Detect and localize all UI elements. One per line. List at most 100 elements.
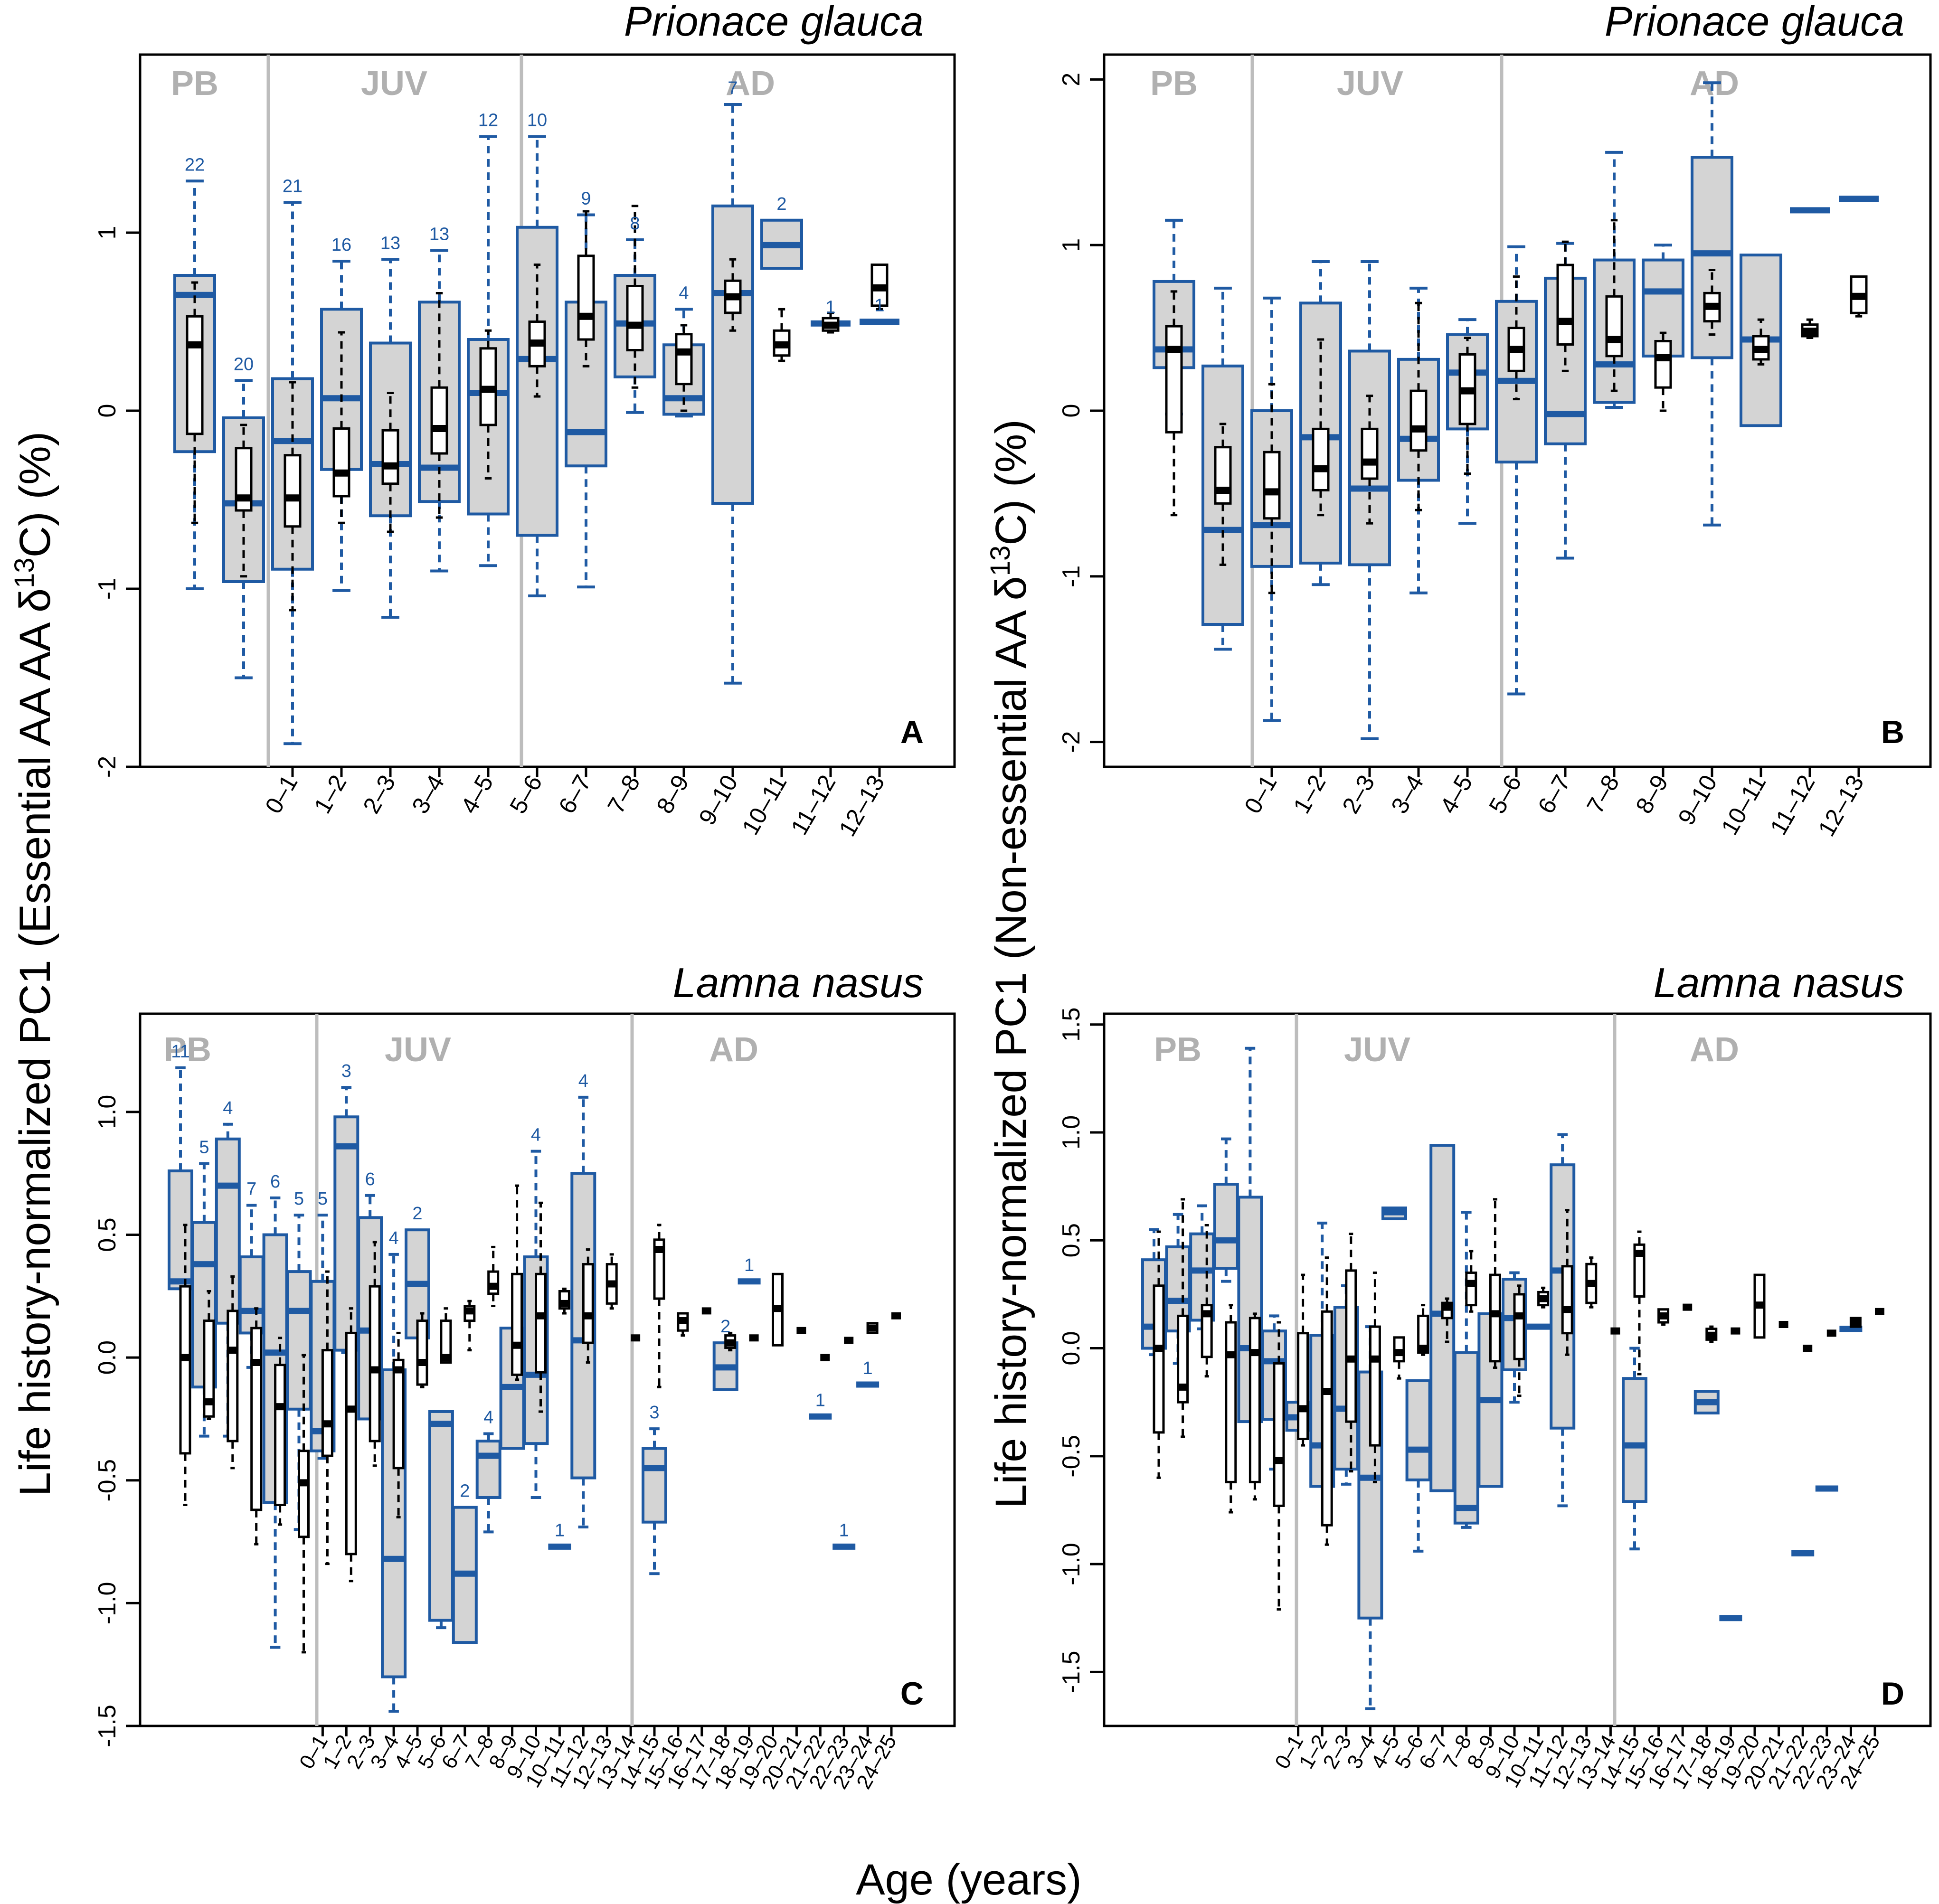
box-black-6–7 xyxy=(1441,1297,1453,1343)
panel-d: PB JUV AD Lamna nasus D -1.5 -1.0 -0.5 0.0 0.5 1.0… xyxy=(1058,959,1932,1793)
x-tick-label: 9–10 xyxy=(1673,771,1722,829)
panel-title: Prionace glauca xyxy=(624,0,924,45)
box-blue-17–18 xyxy=(1693,1390,1720,1414)
box-black-8–9 xyxy=(1489,1198,1501,1369)
sample-count: 11 xyxy=(171,1042,189,1062)
sample-count: 7 xyxy=(728,78,738,98)
sample-count: 5 xyxy=(318,1189,328,1209)
box-black-PB6-body xyxy=(1273,1362,1285,1507)
y-tick-label: 1.5 xyxy=(1058,1008,1085,1042)
region-label-pb: PB xyxy=(171,65,218,103)
box-black-0–1 xyxy=(1263,383,1281,594)
sample-count: 10 xyxy=(527,111,547,131)
sample-count: 3 xyxy=(649,1403,659,1423)
box-black-4–5 xyxy=(416,1312,428,1388)
y-tick-label: 1 xyxy=(94,226,121,240)
box-black-7–8-body xyxy=(626,285,644,351)
box-black-PB5-body xyxy=(1249,1317,1261,1483)
box-black-8–9-body xyxy=(1654,339,1672,389)
box-blue-7–8 xyxy=(475,1432,501,1534)
sample-count: 8 xyxy=(630,214,640,234)
sample-count: 21 xyxy=(283,176,303,196)
box-blue-1–2 xyxy=(333,1086,359,1354)
box-black-PB2 xyxy=(235,424,253,578)
x-tick-label: 8–9 xyxy=(651,771,694,818)
box-black-PB1-body xyxy=(1165,325,1183,434)
box-black-3–4-body xyxy=(1409,389,1428,452)
box-black-0–1-body xyxy=(1297,1332,1309,1440)
x-tick-label: 5–6 xyxy=(1484,771,1526,818)
box-black-1–2-body xyxy=(332,427,350,498)
box-blue-14–15-body xyxy=(1622,1377,1647,1503)
box-black-4–5 xyxy=(1393,1336,1405,1380)
sample-count: 1 xyxy=(815,1390,825,1410)
x-tick-label: 11–12 xyxy=(785,771,841,839)
box-black-2–3 xyxy=(1345,1233,1357,1473)
box-blue-9–10 xyxy=(711,103,754,685)
box-black-3–4 xyxy=(430,292,448,519)
y-tick-label: -1.0 xyxy=(1058,1543,1085,1585)
box-black-4–5 xyxy=(479,329,497,480)
box-blue-1–2-body xyxy=(333,1115,359,1352)
box-black-PB3 xyxy=(1201,1224,1213,1378)
box-blue-14–15 xyxy=(1622,1347,1647,1551)
box-blue-4–5 xyxy=(1381,1206,1407,1220)
box-blue-PB6-body xyxy=(286,1270,312,1411)
y-tick-label: -2 xyxy=(1058,731,1085,753)
y-tick-label: -1.5 xyxy=(1058,1651,1085,1694)
box-black-7–8-body xyxy=(1465,1271,1477,1307)
box-black-11–12-body xyxy=(1561,1265,1573,1335)
x-tick-label: 10–11 xyxy=(737,771,792,839)
sample-count: 13 xyxy=(429,225,449,245)
panel-title: Lamna nasus xyxy=(673,959,924,1006)
box-black-8–9-body xyxy=(675,333,693,386)
y-tick-label: 1 xyxy=(1058,238,1085,252)
y-tick-label: 2 xyxy=(1058,73,1085,86)
x-tick-label: 4–5 xyxy=(1435,771,1477,818)
box-blue-17–18 xyxy=(712,1341,738,1391)
box-black-9–10-body xyxy=(535,1272,547,1374)
box-blue-PB1 xyxy=(168,1066,193,1291)
box-blue-7–8-body xyxy=(475,1440,501,1499)
sample-count: 4 xyxy=(679,283,689,303)
box-black-9–10 xyxy=(535,1201,547,1413)
y-tick-label: -2 xyxy=(94,756,121,778)
x-tick-label: 1–2 xyxy=(309,771,351,818)
box-black-19–20 xyxy=(772,1272,784,1347)
region-label-juv: JUV xyxy=(385,1031,451,1069)
box-black-PB2 xyxy=(1177,1198,1189,1438)
box-black-14–15 xyxy=(1633,1230,1646,1376)
sample-count: 1 xyxy=(744,1255,754,1275)
sample-count: 4 xyxy=(578,1071,588,1091)
sample-count: 2 xyxy=(460,1481,470,1501)
box-black-PB2 xyxy=(1214,423,1232,566)
box-blue-PB4 xyxy=(1213,1137,1239,1283)
x-tick-label: 5–6 xyxy=(504,771,547,818)
box-blue-5–6 xyxy=(428,1410,454,1630)
box-black-2–3-body xyxy=(1345,1269,1357,1423)
box-blue-7–8-body xyxy=(1453,1351,1479,1525)
region-label-ad: AD xyxy=(1690,1031,1739,1069)
sample-count: 9 xyxy=(581,189,591,209)
sample-count: 7 xyxy=(246,1179,256,1199)
y-tick-label: -0.5 xyxy=(1058,1435,1085,1478)
box-blue-14–15 xyxy=(642,1427,667,1575)
plot-frame xyxy=(139,1012,956,1727)
box-black-14–15-body xyxy=(1633,1243,1646,1298)
x-tick-label: 8–9 xyxy=(1630,771,1673,818)
region-label-juv: JUV xyxy=(1337,65,1403,103)
box-black-2–3-body xyxy=(381,429,399,485)
box-blue-14–15-body xyxy=(642,1447,667,1524)
y-tick-label: 0 xyxy=(1058,404,1085,418)
box-black-1–2 xyxy=(1312,338,1330,517)
box-black-5–6-body xyxy=(440,1320,452,1364)
region-label-juv: JUV xyxy=(361,65,427,103)
x-tick-label: 2–3 xyxy=(358,771,400,818)
box-black-PB3-body xyxy=(227,1310,239,1442)
box-black-7–8-body xyxy=(487,1270,500,1295)
box-black-0–1-body xyxy=(284,454,302,528)
box-black-4–5-body xyxy=(416,1320,428,1386)
box-black-PB2-body xyxy=(203,1320,215,1418)
box-black-1–2 xyxy=(332,331,350,524)
